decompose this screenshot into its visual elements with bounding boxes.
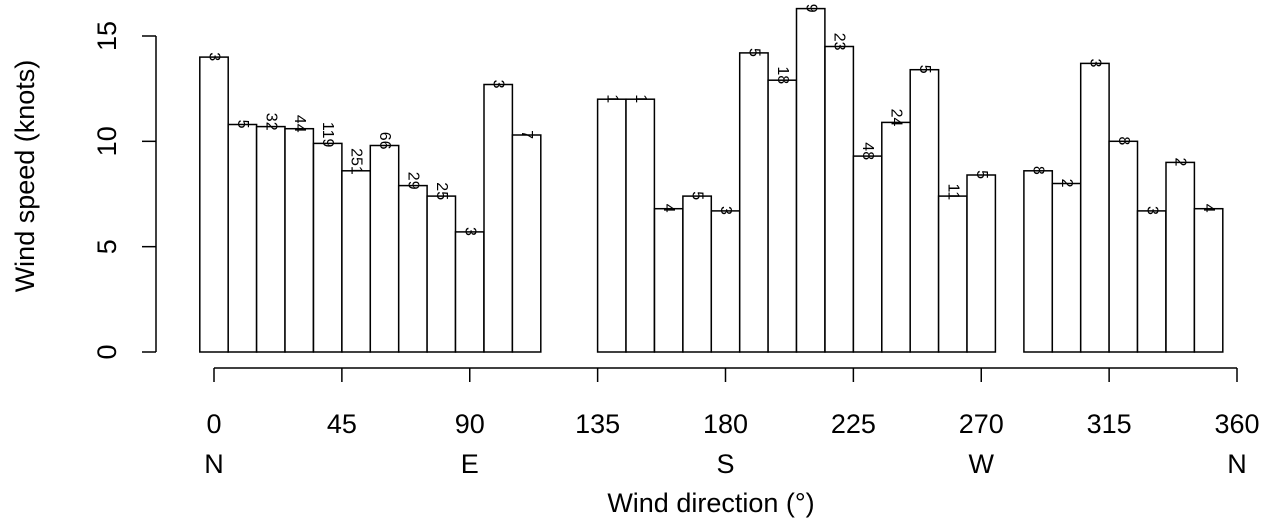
bar-count-label: 48: [859, 142, 876, 160]
bar-count-label: 5: [745, 48, 762, 57]
bar-count-label: 8: [1030, 166, 1047, 175]
bar: [284, 127, 315, 353]
bar: [682, 195, 713, 353]
bar-count-label: 18: [774, 66, 791, 84]
bar-count-label: 11: [944, 183, 961, 200]
bar-count-label: 24: [888, 109, 905, 127]
x-tick-label: 315: [1087, 409, 1132, 439]
y-tick-label: 0: [92, 344, 122, 359]
x-tick-label: 360: [1214, 409, 1259, 439]
bar-count-label: 29: [404, 172, 421, 190]
compass-label: S: [716, 449, 734, 479]
bar-count-label: 3: [1143, 206, 1160, 215]
bar: [625, 98, 656, 353]
bar: [795, 7, 826, 353]
bar: [653, 207, 684, 353]
bar-count-label: 1: [632, 94, 649, 103]
bar: [1108, 140, 1139, 353]
bar: [1193, 207, 1224, 353]
bar-count-label: 8: [1115, 136, 1132, 145]
compass-label: N: [1227, 449, 1247, 479]
y-axis-title: Wind speed (knots): [10, 60, 40, 293]
bar-count-label: 5: [973, 170, 990, 179]
x-axis: 0 45 90 135 180 225 270 315 360 N E S W N: [204, 367, 1260, 479]
bar: [511, 134, 542, 353]
y-tick-label: 5: [92, 239, 122, 254]
x-tick-label: 90: [455, 409, 485, 439]
bar: [199, 56, 229, 353]
compass-label: E: [461, 449, 479, 479]
bar: [341, 170, 372, 353]
x-axis-title: Wind direction (°): [607, 488, 814, 518]
x-tick-label: 270: [959, 409, 1004, 439]
y-tick-label: 10: [92, 126, 122, 156]
bar: [1051, 182, 1082, 353]
bar-count-label: 2: [1058, 179, 1075, 188]
bar: [312, 142, 343, 353]
bar: [767, 79, 798, 353]
bar-count-label: 2: [1172, 157, 1189, 166]
bar-count-label: 23: [831, 33, 848, 51]
bar-count-label: 5: [916, 65, 933, 74]
bar: [426, 195, 457, 353]
bar: [483, 83, 514, 353]
bar-count-label: 3: [717, 206, 734, 215]
bar-count-label: 32: [262, 113, 279, 131]
bar: [1136, 210, 1167, 353]
bar-count-label: 9: [802, 4, 819, 13]
y-tick-label: 15: [92, 21, 122, 51]
bar: [966, 174, 997, 353]
bar: [1023, 170, 1054, 353]
bar: [852, 155, 883, 353]
bar: [738, 52, 769, 353]
bar-count-label: 3: [1086, 58, 1103, 67]
bar: [227, 123, 258, 353]
x-tick-label: 135: [575, 409, 620, 439]
x-tick-label: 180: [703, 409, 748, 439]
bar-count-label: 3: [206, 52, 223, 61]
x-tick-label: 0: [206, 409, 221, 439]
bar-count-label: 7: [518, 130, 535, 139]
bar: [909, 68, 940, 353]
bar-count-label: 66: [376, 132, 393, 150]
bar-count-label: 25: [433, 182, 450, 200]
x-tick-label: 225: [831, 409, 876, 439]
bar: [824, 45, 855, 353]
bar: [1165, 161, 1196, 353]
bar-count-label: 5: [689, 191, 706, 200]
bar: [596, 98, 627, 353]
bar-count-label: 4: [660, 204, 677, 213]
bar-count-label: 3: [490, 80, 507, 89]
x-tick-label: 45: [327, 409, 357, 439]
bar: [454, 231, 485, 353]
bar: [710, 210, 741, 353]
y-axis: 0 5 10 15: [92, 21, 157, 360]
bar-count-label: 251: [348, 148, 365, 175]
bar: [369, 144, 400, 353]
bar: [397, 184, 428, 353]
bar-count-label: 4: [1200, 204, 1217, 213]
bar: [1079, 62, 1110, 353]
compass-label: W: [969, 449, 995, 479]
bar-count-label: 1: [603, 94, 620, 103]
bar: [255, 125, 286, 353]
bar-count-label: 119: [319, 122, 336, 148]
bars-layer: [199, 7, 1224, 353]
bar: [937, 195, 968, 353]
bar-count-label: 3: [461, 227, 478, 236]
bar: [881, 121, 911, 353]
compass-label: N: [204, 449, 224, 479]
bar-count-label: 5: [234, 120, 251, 129]
bar-count-label: 44: [291, 115, 308, 133]
